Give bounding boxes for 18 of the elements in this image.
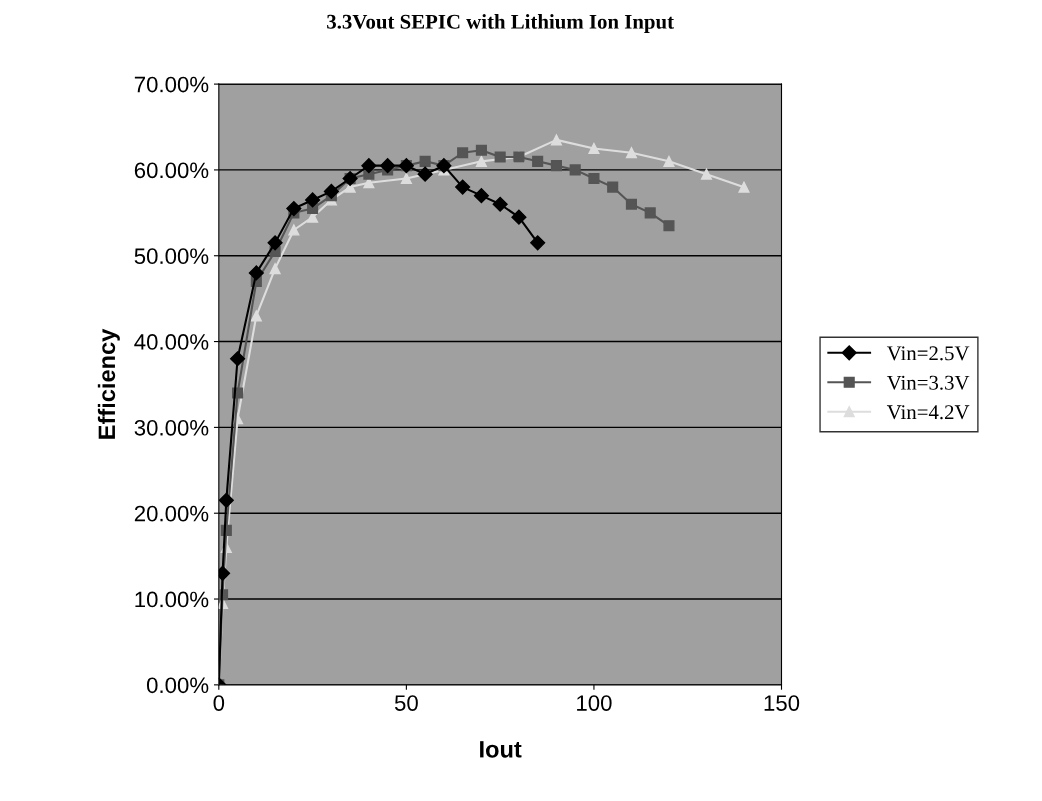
y-tick-label: 30.00%	[134, 419, 209, 436]
y-tick-label: 0.00%	[146, 677, 209, 694]
x-tick-label: 100	[577, 695, 612, 711]
x-tick-label: 150	[764, 695, 800, 711]
chart-title: 3.3Vout SEPIC with Lithium Ion Input	[327, 14, 674, 33]
legend-label: Vin=4.2V	[886, 405, 970, 420]
legend-label: Vin=2.5V	[886, 346, 970, 361]
x-tick-label: 50	[394, 695, 418, 711]
x-tick-label: 0	[213, 695, 225, 711]
y-axis-title: Efficiency	[97, 328, 120, 439]
y-tick-label: 70.00%	[134, 76, 209, 93]
y-tick-label: 60.00%	[134, 162, 209, 179]
y-tick-label: 50.00%	[134, 248, 209, 265]
x-axis-title: Iout	[480, 741, 522, 758]
legend-label: Vin=3.3V	[886, 375, 970, 390]
y-tick-label: 10.00%	[135, 591, 209, 608]
y-tick-label: 20.00%	[134, 505, 209, 522]
y-tick-label: 40.00%	[134, 334, 209, 350]
